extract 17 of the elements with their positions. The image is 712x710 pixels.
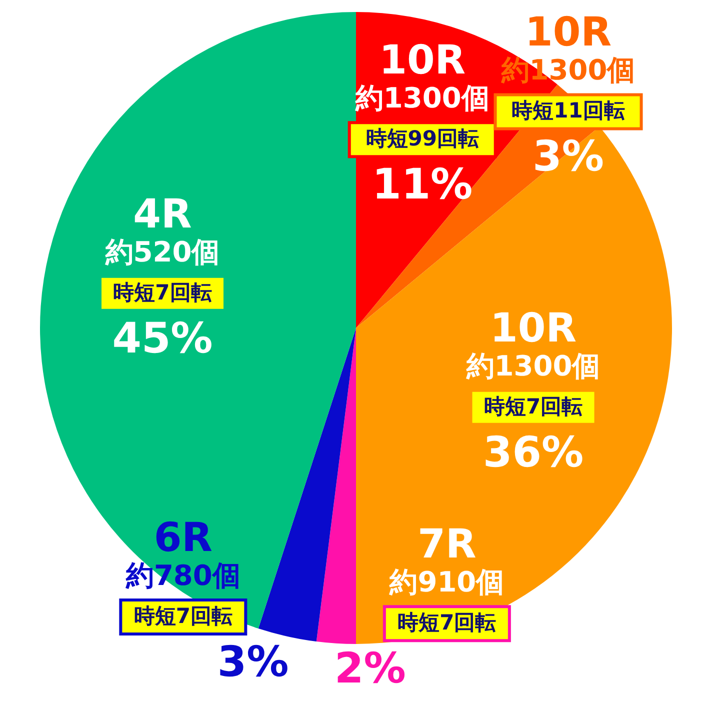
data-label: 45%: [112, 313, 213, 362]
text: 時短7回転: [134, 604, 232, 628]
text: 時短7回転: [484, 394, 583, 418]
data-label: 2%: [334, 644, 406, 693]
data-label: 3%: [532, 132, 604, 181]
text: 時短11回転: [512, 98, 625, 123]
category-label: 7R 約910個: [390, 522, 504, 599]
data-label: 36%: [483, 427, 584, 476]
category-label: 4R 約520個: [105, 191, 220, 268]
data-label: 11%: [372, 160, 473, 209]
category-label: 6R 約780個: [126, 514, 240, 592]
text: 時短99回転: [366, 126, 479, 151]
text: 時短7回転: [113, 280, 212, 304]
data-label: 3%: [217, 636, 289, 686]
text: 時短7回転: [398, 610, 496, 635]
category-label: 10R 約1300個: [466, 305, 600, 382]
category-label: 10R 約1300個: [501, 10, 636, 87]
